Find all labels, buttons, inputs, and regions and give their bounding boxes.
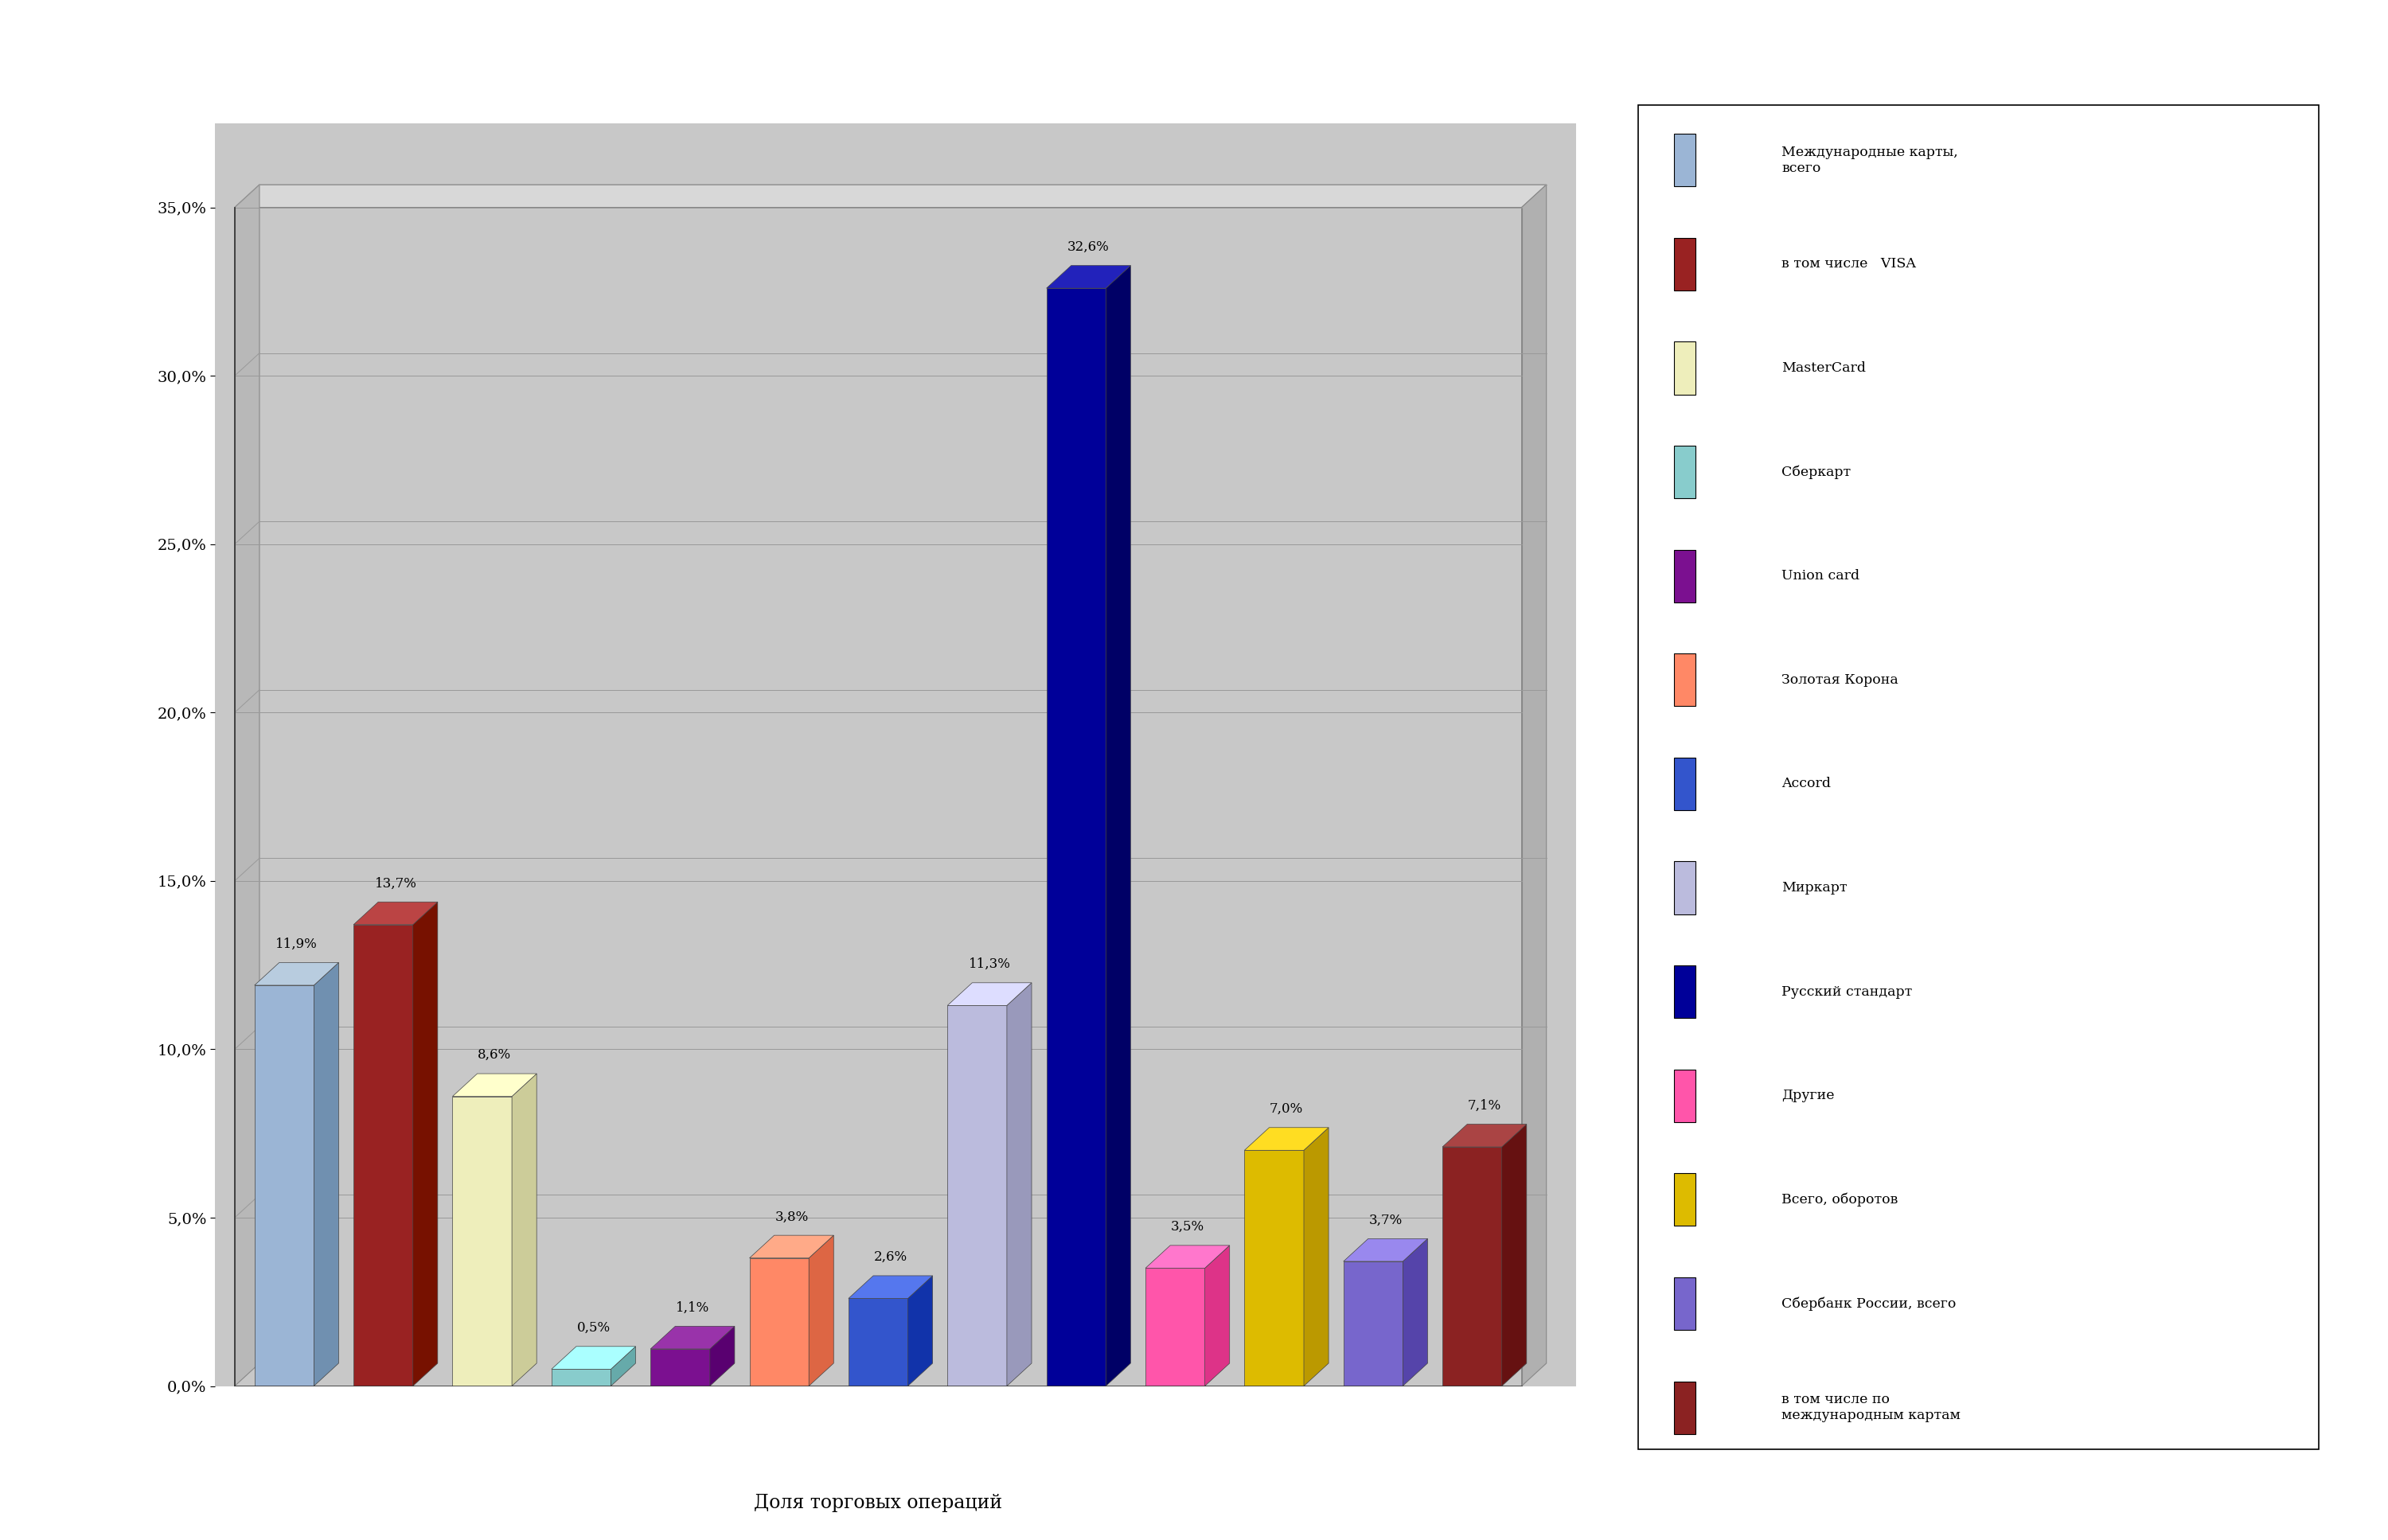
Text: 8,6%: 8,6% <box>478 1049 511 1063</box>
Polygon shape <box>1502 1124 1526 1386</box>
Polygon shape <box>1344 1238 1428 1261</box>
Polygon shape <box>256 962 339 986</box>
Text: 2,6%: 2,6% <box>874 1250 907 1264</box>
Bar <box>1674 653 1695 707</box>
Polygon shape <box>1046 288 1106 1386</box>
Text: MasterCard: MasterCard <box>1781 362 1865 374</box>
Bar <box>1674 1173 1695 1226</box>
Polygon shape <box>552 1369 611 1386</box>
Polygon shape <box>1344 1261 1402 1386</box>
Polygon shape <box>750 1258 810 1386</box>
Polygon shape <box>511 1073 537 1386</box>
Text: Accord: Accord <box>1781 778 1832 790</box>
Polygon shape <box>353 902 437 924</box>
Polygon shape <box>848 1298 907 1386</box>
Polygon shape <box>234 185 1547 208</box>
Text: в том числе   VISA: в том числе VISA <box>1781 257 1915 271</box>
Polygon shape <box>1046 265 1130 288</box>
Polygon shape <box>353 924 413 1386</box>
Text: Доля торговых операций: Доля торговых операций <box>755 1494 1003 1512</box>
Bar <box>1674 758 1695 810</box>
Text: Русский стандарт: Русский стандарт <box>1781 986 1913 998</box>
Polygon shape <box>1244 1150 1304 1386</box>
Text: Сберкарт: Сберкарт <box>1781 465 1851 479</box>
Polygon shape <box>1244 1127 1328 1150</box>
Bar <box>1674 445 1695 499</box>
Text: Union card: Union card <box>1781 570 1860 582</box>
FancyBboxPatch shape <box>1638 105 2319 1449</box>
Bar <box>1674 134 1695 186</box>
Polygon shape <box>750 1235 833 1258</box>
Polygon shape <box>611 1346 635 1386</box>
Polygon shape <box>1008 983 1032 1386</box>
Text: Золотая Корона: Золотая Корона <box>1781 673 1898 687</box>
Polygon shape <box>650 1326 736 1349</box>
Text: 13,7%: 13,7% <box>375 876 416 890</box>
Polygon shape <box>848 1275 934 1298</box>
Polygon shape <box>709 1326 736 1386</box>
Text: 0,5%: 0,5% <box>578 1321 611 1335</box>
Text: 7,1%: 7,1% <box>1469 1100 1502 1112</box>
Polygon shape <box>413 902 437 1386</box>
Text: 11,3%: 11,3% <box>970 958 1010 970</box>
Bar <box>1674 550 1695 602</box>
Polygon shape <box>1146 1267 1206 1386</box>
Bar <box>1674 1069 1695 1123</box>
Bar <box>1674 342 1695 394</box>
Polygon shape <box>1304 1127 1328 1386</box>
Polygon shape <box>1442 1124 1526 1147</box>
Bar <box>1674 237 1695 291</box>
Polygon shape <box>810 1235 833 1386</box>
Polygon shape <box>1106 265 1130 1386</box>
Bar <box>1674 861 1695 915</box>
Polygon shape <box>1146 1246 1230 1267</box>
Text: 3,8%: 3,8% <box>774 1210 810 1223</box>
Bar <box>1674 1381 1695 1434</box>
Text: Международные карты,
всего: Международные карты, всего <box>1781 146 1958 174</box>
Text: в том числе по
международным картам: в том числе по международным картам <box>1781 1394 1961 1421</box>
Text: Другие: Другие <box>1781 1089 1834 1103</box>
Polygon shape <box>1442 1147 1502 1386</box>
Bar <box>1674 1277 1695 1331</box>
Text: 3,7%: 3,7% <box>1368 1214 1402 1227</box>
Polygon shape <box>948 983 1032 1006</box>
Polygon shape <box>451 1096 511 1386</box>
Polygon shape <box>256 986 313 1386</box>
Text: Сбербанк России, всего: Сбербанк России, всего <box>1781 1297 1956 1311</box>
Polygon shape <box>552 1346 635 1369</box>
Text: Миркарт: Миркарт <box>1781 881 1848 895</box>
Polygon shape <box>1402 1238 1428 1386</box>
Text: Всего, оборотов: Всего, оборотов <box>1781 1192 1898 1207</box>
Polygon shape <box>948 1006 1008 1386</box>
Text: 7,0%: 7,0% <box>1270 1103 1304 1116</box>
Text: 3,5%: 3,5% <box>1170 1220 1204 1234</box>
Polygon shape <box>313 962 339 1386</box>
Text: 11,9%: 11,9% <box>275 938 318 950</box>
Polygon shape <box>1521 185 1547 1386</box>
Text: 32,6%: 32,6% <box>1067 240 1110 254</box>
Text: 1,1%: 1,1% <box>676 1301 709 1315</box>
Bar <box>1674 966 1695 1018</box>
Polygon shape <box>234 185 260 1386</box>
Polygon shape <box>451 1073 537 1096</box>
Polygon shape <box>907 1275 934 1386</box>
Polygon shape <box>650 1349 709 1386</box>
Polygon shape <box>1206 1246 1230 1386</box>
